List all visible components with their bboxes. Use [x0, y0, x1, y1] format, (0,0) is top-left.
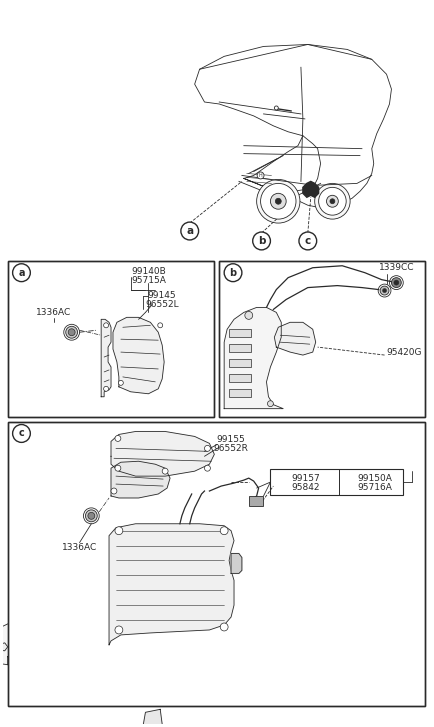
Text: 96552L: 96552L [145, 300, 179, 309]
Circle shape [220, 527, 228, 534]
Circle shape [267, 401, 273, 406]
Circle shape [118, 380, 123, 385]
Bar [8, 261, 214, 417]
Bar [229, 359, 251, 367]
Circle shape [299, 232, 317, 250]
Polygon shape [231, 553, 242, 574]
Circle shape [66, 326, 78, 338]
Circle shape [115, 626, 123, 634]
Polygon shape [224, 308, 283, 409]
Circle shape [275, 198, 281, 204]
Text: 95420G: 95420G [387, 348, 422, 356]
Circle shape [245, 311, 253, 319]
Circle shape [383, 289, 387, 292]
Text: b: b [230, 268, 237, 278]
Text: a: a [186, 226, 193, 236]
Bar [219, 261, 425, 417]
Text: 99157: 99157 [292, 473, 320, 483]
Circle shape [257, 172, 264, 179]
Circle shape [274, 106, 278, 110]
Circle shape [85, 510, 97, 522]
Text: 1336AC: 1336AC [36, 308, 72, 317]
Text: 99145: 99145 [148, 291, 177, 300]
Circle shape [162, 468, 168, 474]
Bar [8, 261, 214, 417]
Circle shape [319, 188, 346, 215]
Circle shape [253, 232, 270, 250]
Circle shape [330, 198, 335, 204]
Text: 1336AC: 1336AC [62, 543, 97, 552]
Text: c: c [305, 236, 311, 246]
Text: 99150A: 99150A [357, 473, 392, 483]
Circle shape [68, 329, 75, 336]
Bar [219, 261, 425, 417]
Polygon shape [111, 461, 170, 498]
Circle shape [13, 264, 30, 281]
Text: a: a [18, 268, 25, 278]
Polygon shape [195, 44, 391, 208]
Circle shape [104, 323, 108, 328]
Bar [229, 389, 251, 397]
Circle shape [88, 513, 95, 519]
Circle shape [13, 425, 30, 443]
Bar [270, 469, 403, 495]
Text: 95842: 95842 [292, 483, 320, 491]
Polygon shape [0, 643, 8, 651]
Circle shape [224, 264, 242, 281]
Circle shape [104, 386, 108, 391]
Circle shape [256, 180, 300, 223]
Text: b: b [258, 236, 265, 246]
Circle shape [115, 527, 123, 534]
Polygon shape [274, 322, 316, 355]
Circle shape [391, 278, 401, 288]
Circle shape [270, 193, 286, 209]
Bar [229, 329, 251, 337]
Polygon shape [101, 319, 111, 397]
Bar [8, 422, 425, 707]
Polygon shape [113, 318, 164, 394]
Circle shape [115, 465, 121, 471]
Polygon shape [142, 710, 162, 727]
Bar [229, 374, 251, 382]
Circle shape [326, 196, 339, 207]
Text: 99155: 99155 [217, 435, 246, 444]
Bar [229, 344, 251, 352]
Text: H: H [259, 173, 263, 178]
Circle shape [204, 465, 210, 471]
Circle shape [315, 183, 350, 219]
Text: c: c [19, 428, 24, 438]
Circle shape [181, 222, 199, 240]
Bar [8, 422, 425, 707]
Polygon shape [303, 182, 319, 197]
Circle shape [115, 435, 121, 441]
Polygon shape [0, 609, 96, 664]
Text: 99140B: 99140B [131, 268, 166, 276]
Polygon shape [126, 610, 180, 656]
Text: 1339CC: 1339CC [378, 263, 414, 272]
Text: 96552R: 96552R [214, 444, 249, 453]
Circle shape [111, 488, 117, 494]
Circle shape [158, 323, 163, 328]
Text: 95716A: 95716A [357, 483, 392, 491]
Polygon shape [8, 628, 96, 663]
Circle shape [394, 280, 399, 285]
Circle shape [204, 446, 210, 451]
Text: 95715A: 95715A [131, 276, 166, 285]
Circle shape [220, 623, 228, 631]
Circle shape [380, 286, 389, 295]
Circle shape [260, 183, 296, 219]
Polygon shape [109, 523, 234, 645]
Polygon shape [96, 627, 129, 643]
Polygon shape [111, 432, 214, 476]
Bar [249, 496, 263, 506]
